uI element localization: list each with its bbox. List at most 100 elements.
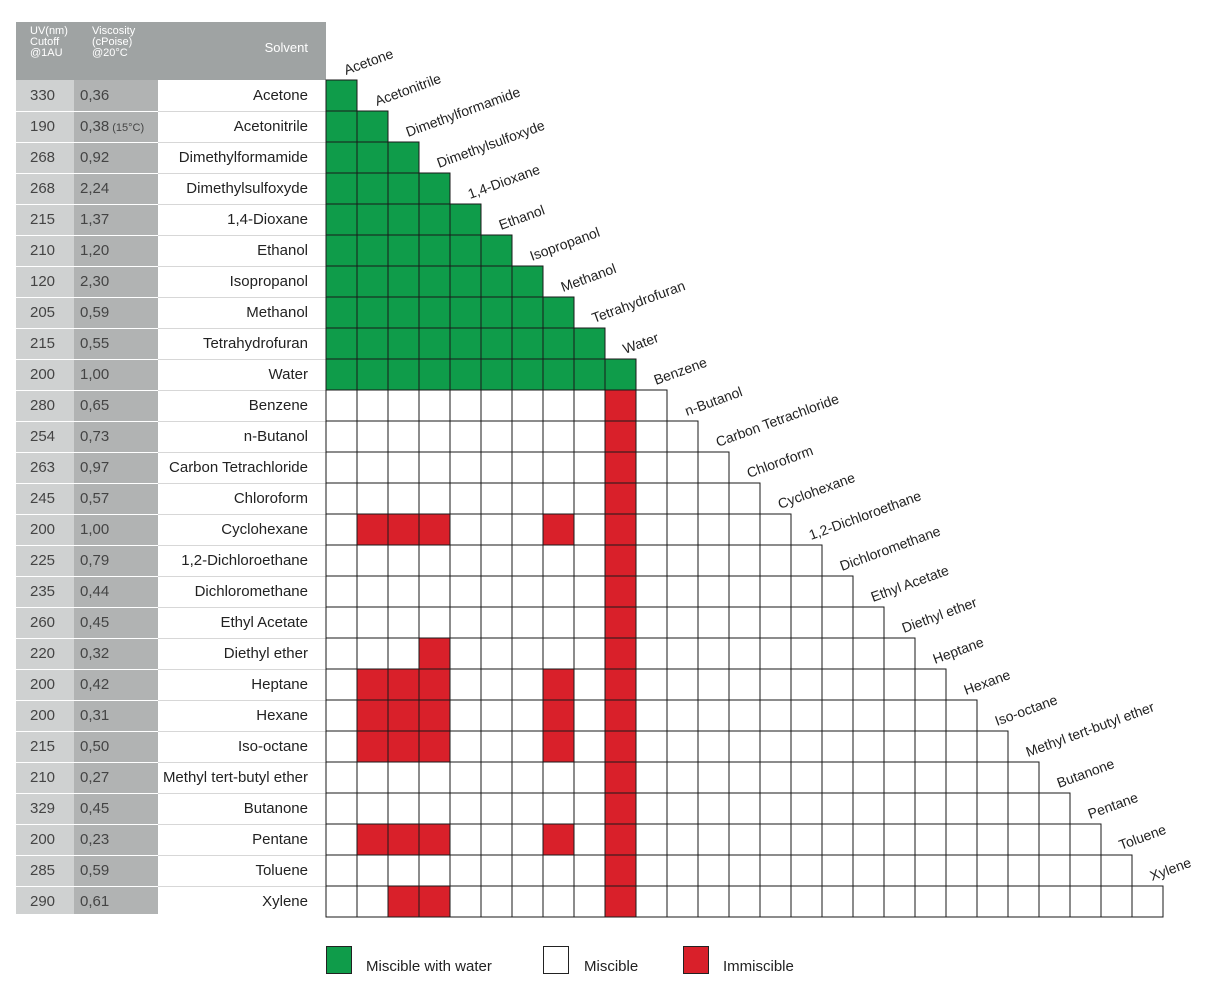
solvent-name: Hexane [256, 707, 308, 724]
matrix-cell [635, 668, 668, 701]
viscosity-number: 0,23 [80, 831, 110, 848]
matrix-cell [666, 823, 699, 856]
matrix-cell [697, 482, 730, 515]
viscosity-number: 0,59 [80, 862, 110, 879]
uv-cutoff-value: 290 [30, 893, 56, 910]
matrix-cell [449, 885, 482, 918]
matrix-cell [604, 420, 637, 453]
viscosity-number: 0,42 [80, 676, 110, 693]
viscosity-number: 0,45 [80, 614, 110, 631]
matrix-cell [883, 823, 916, 856]
uv-cutoff-value: 200 [30, 831, 56, 848]
viscosity-number: 0,59 [80, 304, 110, 321]
matrix-cell [387, 668, 420, 701]
matrix-cell [480, 327, 513, 360]
matrix-cell [635, 513, 668, 546]
matrix-cell [480, 513, 513, 546]
matrix-cell [356, 792, 389, 825]
matrix-cell [1069, 854, 1102, 887]
matrix-cell [325, 265, 358, 298]
matrix-cell [449, 358, 482, 391]
matrix-cell [728, 575, 761, 608]
matrix-cell [852, 730, 885, 763]
column-label: n-Butanol [683, 383, 745, 419]
row-divider [16, 824, 158, 825]
row-divider [16, 576, 158, 577]
matrix-cell [821, 699, 854, 732]
column-label: Ethyl Acetate [869, 562, 951, 605]
matrix-cell [790, 668, 823, 701]
matrix-cell [759, 854, 792, 887]
viscosity-value: 0,27 [80, 762, 160, 793]
viscosity-value: 0,36 [80, 80, 160, 111]
viscosity-number: 0,65 [80, 397, 110, 414]
matrix-cell [697, 730, 730, 763]
row-divider [16, 700, 158, 701]
matrix-cell [480, 265, 513, 298]
matrix-cell [573, 575, 606, 608]
matrix-cell [759, 544, 792, 577]
matrix-cell [852, 761, 885, 794]
row-divider [158, 731, 326, 732]
matrix-cell [542, 792, 575, 825]
matrix-cell [821, 792, 854, 825]
solvent-name: Dimethylformamide [178, 149, 308, 166]
viscosity-value: 0,45 [80, 607, 160, 638]
matrix-cell [387, 699, 420, 732]
viscosity-value: 0,42 [80, 669, 160, 700]
row-divider [158, 514, 326, 515]
matrix-cell [418, 606, 451, 639]
matrix-cell [635, 482, 668, 515]
solvent-name: Benzene [248, 397, 308, 414]
matrix-cell [604, 513, 637, 546]
matrix-cell [418, 234, 451, 267]
matrix-cell [573, 327, 606, 360]
uv-cutoff-value: 200 [30, 676, 56, 693]
matrix-cell [666, 668, 699, 701]
row-divider [158, 297, 326, 298]
row-divider [16, 173, 158, 174]
matrix-cell [356, 110, 389, 143]
viscosity-value: 0,59 [80, 855, 160, 886]
matrix-cell [511, 389, 544, 422]
matrix-cell [976, 761, 1009, 794]
viscosity-number: 0,92 [80, 149, 110, 166]
matrix-cell [418, 389, 451, 422]
matrix-cell [356, 730, 389, 763]
row-divider [16, 886, 158, 887]
viscosity-number: 1,20 [80, 242, 110, 259]
viscosity-number: 0,36 [80, 87, 110, 104]
matrix-cell [697, 606, 730, 639]
matrix-cell [480, 575, 513, 608]
viscosity-value: 0,92 [80, 142, 160, 173]
solvent-name: 1,2-Dichloroethane [181, 552, 308, 569]
matrix-cell [542, 637, 575, 670]
matrix-cell [480, 761, 513, 794]
matrix-cell [542, 420, 575, 453]
matrix-cell [480, 451, 513, 484]
uv-cutoff-value: 268 [30, 149, 56, 166]
matrix-cell [511, 513, 544, 546]
row-divider [16, 638, 158, 639]
matrix-cell [325, 141, 358, 174]
matrix-cell [387, 730, 420, 763]
matrix-cell [480, 854, 513, 887]
matrix-cell [945, 792, 978, 825]
matrix-cell [480, 885, 513, 918]
viscosity-number: 0,38 [80, 118, 110, 135]
matrix-cell [821, 885, 854, 918]
row-divider [16, 855, 158, 856]
matrix-cell [666, 730, 699, 763]
matrix-cell [759, 730, 792, 763]
matrix-cell [387, 606, 420, 639]
matrix-cell [418, 358, 451, 391]
viscosity-value: 0,55 [80, 328, 160, 359]
matrix-cell [387, 172, 420, 205]
matrix-cell [1007, 761, 1040, 794]
solvent-name: Cyclohexane [221, 521, 308, 538]
viscosity-value: 0,45 [80, 793, 160, 824]
viscosity-value: 0,50 [80, 731, 160, 762]
matrix-cell [728, 730, 761, 763]
matrix-cell [325, 606, 358, 639]
